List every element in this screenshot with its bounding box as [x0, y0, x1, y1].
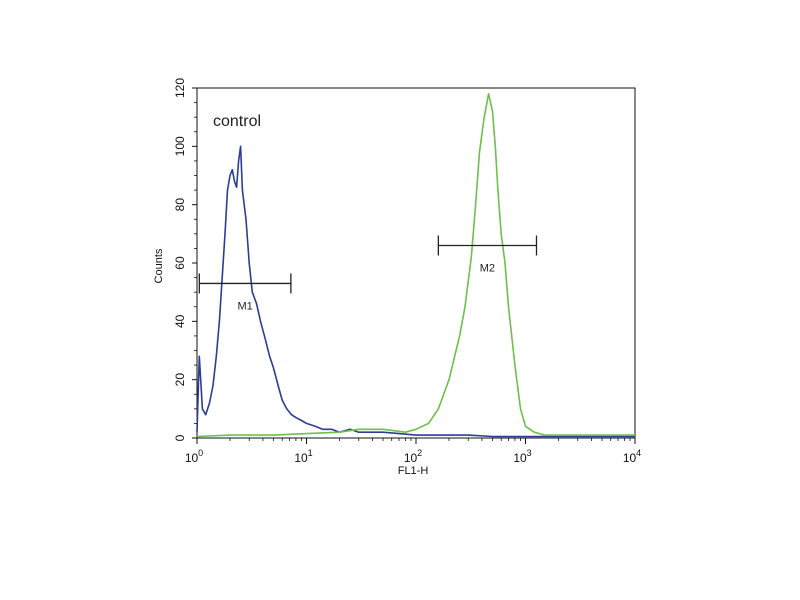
plot-frame: [196, 87, 636, 439]
x-tick-label: 100: [185, 448, 203, 465]
marker-label: M2: [480, 263, 495, 275]
marker-m2: M2: [437, 235, 538, 275]
series-line-1: [196, 145, 635, 438]
x-tick-label: 101: [294, 448, 312, 465]
series-layer: [196, 93, 635, 438]
y-tick-label: 80: [173, 198, 187, 212]
y-tick-label: 40: [173, 314, 187, 328]
annotation-control: control: [213, 113, 261, 130]
y-axis-title: Counts: [153, 248, 165, 283]
x-tick-label: 103: [513, 448, 531, 465]
y-tick-label: 0: [173, 434, 187, 441]
y-axis: 0 20 40 60 80 100 120: [173, 78, 197, 441]
x-tick-label: 104: [623, 448, 641, 465]
y-tick-label: 60: [173, 256, 187, 270]
markers-layer: M1 M2: [198, 235, 538, 312]
y-tick-label: 20: [173, 373, 187, 387]
y-tick-label: 120: [173, 78, 187, 98]
series-line-2: [196, 93, 635, 438]
y-tick-label: 100: [173, 136, 187, 156]
x-axis-title: FL1-H: [398, 465, 429, 477]
x-axis: 100 101 102 103 104: [185, 438, 641, 465]
marker-m1: M1: [198, 273, 292, 312]
marker-label: M1: [237, 300, 252, 312]
x-tick-label: 102: [404, 448, 422, 465]
